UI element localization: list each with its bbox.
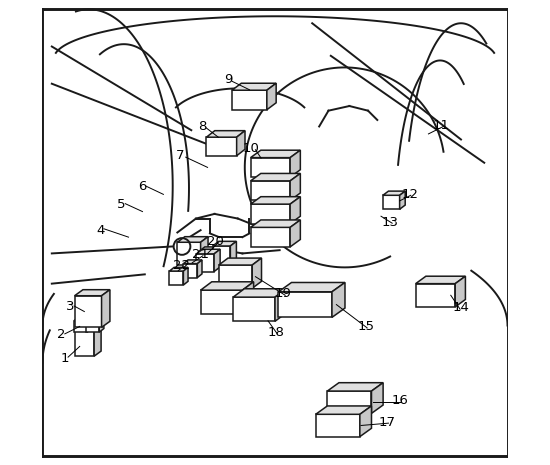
Text: 17: 17	[379, 416, 396, 429]
Text: 6: 6	[138, 179, 147, 193]
Polygon shape	[252, 258, 261, 288]
Text: 8: 8	[198, 120, 206, 133]
Polygon shape	[233, 289, 286, 297]
Polygon shape	[251, 158, 290, 177]
Polygon shape	[267, 83, 276, 110]
Polygon shape	[86, 321, 99, 332]
Text: 12: 12	[402, 188, 419, 201]
Polygon shape	[183, 260, 202, 264]
Polygon shape	[251, 197, 300, 204]
Polygon shape	[199, 252, 216, 269]
Polygon shape	[214, 249, 220, 272]
Text: 20: 20	[207, 235, 224, 248]
Polygon shape	[360, 406, 371, 437]
Polygon shape	[383, 195, 400, 209]
Polygon shape	[251, 181, 290, 200]
Polygon shape	[169, 267, 188, 271]
Polygon shape	[201, 282, 254, 290]
Text: 19: 19	[275, 287, 292, 300]
Polygon shape	[232, 90, 267, 110]
Polygon shape	[94, 319, 101, 356]
Polygon shape	[243, 282, 254, 314]
Polygon shape	[177, 237, 208, 242]
Polygon shape	[236, 131, 245, 156]
Polygon shape	[216, 247, 222, 269]
Polygon shape	[183, 264, 197, 278]
Polygon shape	[213, 241, 236, 246]
Polygon shape	[290, 173, 300, 200]
Polygon shape	[74, 321, 87, 332]
Text: 21: 21	[192, 248, 209, 261]
Polygon shape	[177, 242, 201, 265]
Polygon shape	[201, 290, 243, 314]
Polygon shape	[290, 197, 300, 224]
Polygon shape	[416, 284, 455, 307]
Polygon shape	[275, 289, 286, 321]
Polygon shape	[196, 249, 220, 254]
Polygon shape	[99, 317, 104, 332]
Polygon shape	[74, 317, 92, 321]
Text: 14: 14	[453, 301, 470, 314]
Polygon shape	[219, 265, 252, 288]
Polygon shape	[219, 258, 261, 265]
Polygon shape	[327, 383, 383, 391]
Text: 13: 13	[382, 216, 399, 229]
Polygon shape	[102, 290, 110, 327]
Polygon shape	[251, 173, 300, 181]
Polygon shape	[316, 406, 371, 414]
Polygon shape	[197, 260, 202, 278]
Polygon shape	[169, 271, 183, 285]
Polygon shape	[251, 227, 290, 247]
Polygon shape	[196, 254, 214, 272]
Polygon shape	[201, 237, 208, 265]
Polygon shape	[400, 191, 405, 209]
Polygon shape	[75, 296, 102, 327]
Polygon shape	[383, 191, 405, 195]
Polygon shape	[290, 150, 300, 177]
Polygon shape	[332, 283, 345, 318]
Polygon shape	[251, 204, 290, 224]
Text: 4: 4	[96, 224, 105, 237]
Polygon shape	[327, 391, 371, 413]
Text: 9: 9	[224, 73, 233, 86]
Polygon shape	[251, 220, 300, 227]
Text: 18: 18	[267, 326, 284, 339]
Polygon shape	[278, 283, 345, 292]
Polygon shape	[87, 317, 92, 332]
Polygon shape	[233, 297, 275, 321]
Text: 3: 3	[66, 300, 75, 313]
Text: 15: 15	[357, 320, 374, 333]
Text: 2: 2	[57, 328, 65, 341]
Polygon shape	[213, 246, 230, 264]
Polygon shape	[290, 220, 300, 247]
Text: 7: 7	[175, 149, 184, 162]
Polygon shape	[416, 276, 465, 284]
Polygon shape	[199, 247, 222, 252]
Polygon shape	[455, 276, 465, 307]
Polygon shape	[75, 290, 110, 296]
Polygon shape	[316, 414, 360, 437]
Polygon shape	[86, 317, 104, 321]
Text: 22: 22	[173, 259, 190, 272]
Text: 5: 5	[117, 198, 126, 211]
Polygon shape	[183, 267, 188, 285]
Text: 10: 10	[243, 142, 259, 155]
Text: 11: 11	[433, 119, 450, 132]
Text: 16: 16	[391, 394, 408, 407]
Text: 1: 1	[60, 352, 69, 365]
Polygon shape	[75, 319, 101, 325]
Polygon shape	[230, 241, 236, 264]
Polygon shape	[206, 137, 236, 156]
Polygon shape	[232, 83, 276, 90]
Polygon shape	[206, 131, 245, 137]
Polygon shape	[251, 150, 300, 158]
Polygon shape	[278, 292, 332, 318]
Polygon shape	[371, 383, 383, 413]
Polygon shape	[75, 325, 94, 356]
